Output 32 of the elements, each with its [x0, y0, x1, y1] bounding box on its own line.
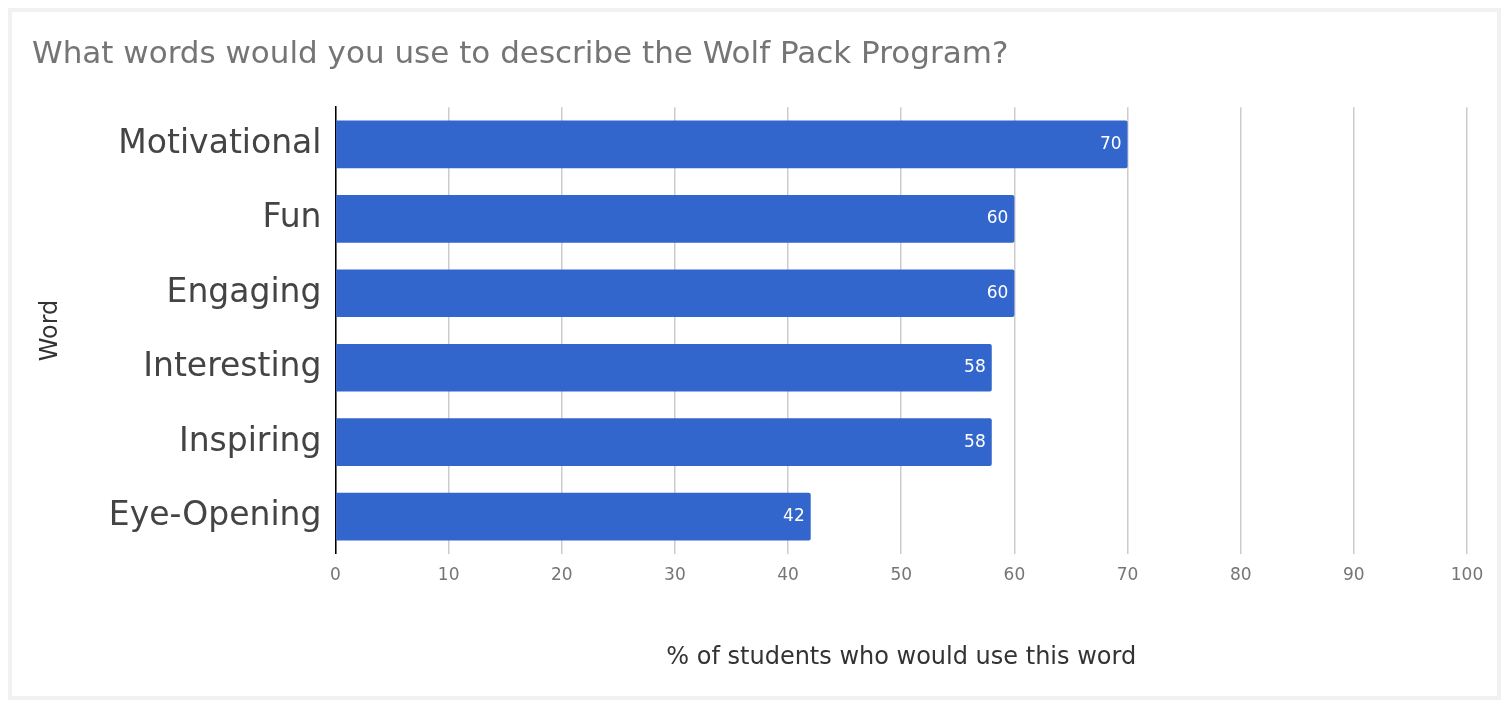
bar — [336, 195, 1015, 243]
y-tick-label: Eye-Opening — [108, 494, 322, 534]
data-label: 58 — [964, 356, 986, 377]
y-tick-label: Interesting — [143, 345, 322, 385]
bar — [336, 269, 1015, 318]
x-tick-label: 80 — [1229, 564, 1252, 585]
data-label: 70 — [1099, 132, 1122, 153]
y-tick-label: Motivational — [118, 121, 322, 161]
x-tick-label: 30 — [664, 564, 686, 585]
bar — [336, 120, 1128, 169]
x-tick-label: 20 — [550, 564, 573, 585]
x-tick-label: 70 — [1116, 564, 1139, 585]
bar — [336, 343, 992, 392]
bar — [336, 418, 992, 466]
chart-title: What words would you use to describe the Wolf Pack Program? — [32, 33, 1009, 70]
x-axis-title: % of students who would use this word — [666, 641, 1137, 670]
y-axis-title: Word — [34, 299, 63, 362]
bar — [336, 492, 811, 541]
y-tick-label: Fun — [262, 196, 322, 236]
y-tick-label: Engaging — [166, 270, 322, 310]
data-label: 60 — [986, 207, 1009, 228]
data-label: 42 — [783, 505, 805, 526]
x-tick-label: 10 — [437, 564, 460, 585]
y-tick-label: Inspiring — [178, 419, 322, 459]
data-label: 60 — [986, 281, 1009, 302]
data-label: 58 — [964, 430, 986, 451]
x-tick-label: 40 — [777, 564, 799, 585]
x-tick-label: 50 — [890, 564, 913, 585]
x-tick-label: 100 — [1450, 564, 1484, 585]
x-tick-label: 90 — [1343, 564, 1365, 585]
x-tick-label: 0 — [330, 564, 341, 585]
x-tick-label: 60 — [1003, 564, 1026, 585]
